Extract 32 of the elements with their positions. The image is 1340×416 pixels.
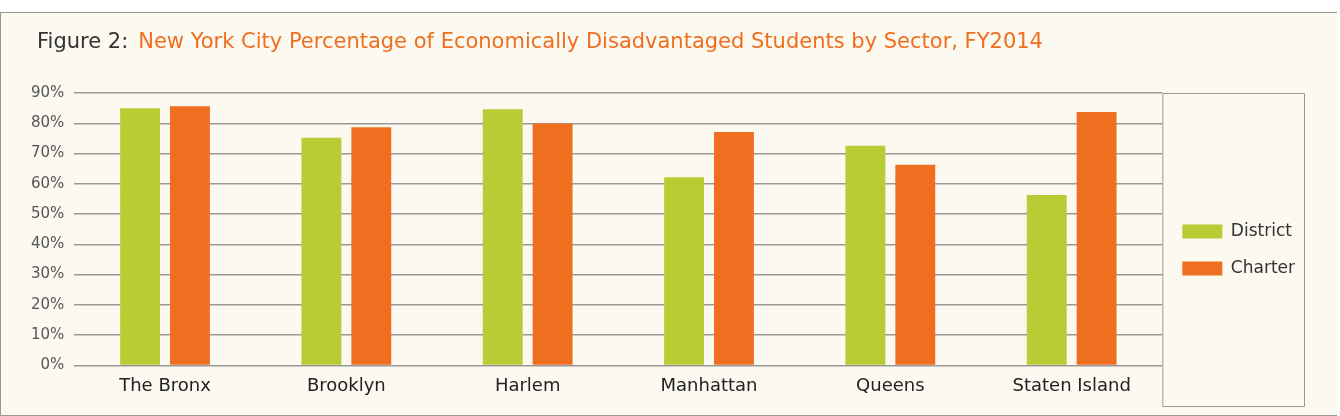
x-tick-label: Harlem bbox=[494, 373, 561, 395]
bar bbox=[301, 137, 342, 365]
y-tick-label: 80% bbox=[31, 113, 65, 132]
chart-subtitle: New York City Percentage of Economically Disadvantaged Students by Sector, FY2014 bbox=[138, 29, 1043, 53]
bar bbox=[895, 164, 936, 365]
bar bbox=[713, 132, 754, 365]
chart-title: Figure 2: bbox=[37, 29, 129, 53]
y-tick-label: 40% bbox=[31, 234, 65, 253]
y-tick-label: 0% bbox=[40, 355, 65, 374]
bar bbox=[169, 106, 210, 365]
bar bbox=[351, 127, 392, 365]
x-tick-label: The Bronx bbox=[118, 373, 212, 395]
y-tick-label: 90% bbox=[31, 82, 65, 101]
x-tick-label: Queens bbox=[856, 373, 925, 395]
x-tick-label: Brooklyn bbox=[306, 373, 386, 395]
x-tick-label: Manhattan bbox=[660, 373, 758, 395]
y-tick-label: 10% bbox=[31, 325, 65, 344]
y-tick-label: 60% bbox=[31, 173, 65, 192]
legend-label: Charter bbox=[1230, 256, 1296, 277]
legend-label: District bbox=[1230, 219, 1293, 240]
bar bbox=[1076, 112, 1117, 365]
y-tick-label: 50% bbox=[31, 203, 65, 222]
y-tick-label: 70% bbox=[31, 143, 65, 162]
bar bbox=[532, 123, 573, 365]
y-tick-label: 20% bbox=[31, 294, 65, 313]
bar bbox=[664, 177, 705, 365]
bar bbox=[845, 145, 886, 365]
bar bbox=[482, 109, 523, 365]
bar bbox=[1026, 195, 1067, 365]
x-tick-label: Staten Island bbox=[1012, 373, 1131, 395]
bar bbox=[120, 108, 161, 365]
y-tick-label: 30% bbox=[31, 264, 65, 283]
